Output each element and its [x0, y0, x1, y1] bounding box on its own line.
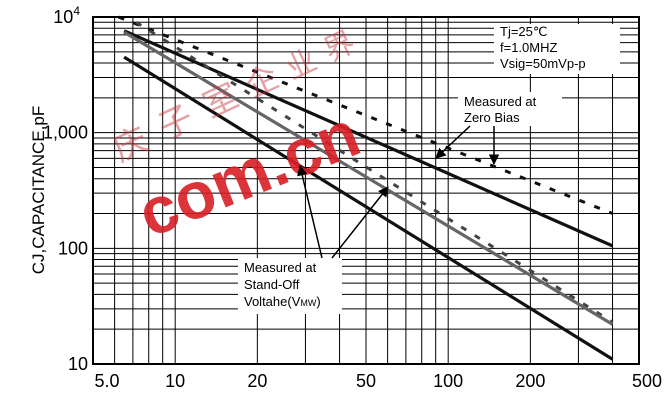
watermark-cn-2: 子 — [152, 98, 200, 149]
standoff-arrow-2 — [331, 186, 389, 259]
plot-frame — [92, 16, 640, 365]
conditions-box: Tj=25℃ f=1.0MHZ Vsig=50mVp-p — [494, 24, 620, 74]
x-tick-label-1: 10 — [165, 371, 185, 391]
x-tick-label-2: 20 — [247, 371, 267, 391]
standoff-line-2: Stand-Off — [244, 277, 300, 292]
x-tick-label-3: 50 — [356, 371, 376, 391]
zero-bias-line-1: Measured at — [464, 94, 537, 109]
series-line-2 — [135, 21, 614, 324]
series-line-4 — [123, 55, 614, 361]
standoff-line-3: Voltahe(VMW) — [244, 294, 321, 309]
y-tick-label-1: 1,000 — [43, 123, 88, 143]
series-group — [117, 15, 614, 361]
watermark-cn-3: 室 — [197, 76, 245, 127]
condition-vsig: Vsig=50mVp-p — [500, 56, 586, 71]
x-tick-label-6: 500 — [632, 371, 662, 391]
zero-bias-callout: Measured at Zero Bias — [435, 92, 562, 166]
standoff-line-3-main: Voltahe(V — [244, 294, 301, 309]
condition-freq: f=1.0MHZ — [500, 40, 557, 55]
y-tick-label-3: 10 — [68, 354, 88, 374]
standoff-line-3-sub: MW — [300, 298, 316, 308]
standoff-callout: Measured at Stand-Off Voltahe(VMW) — [238, 164, 389, 314]
watermark-cn-5: 业 — [281, 43, 323, 87]
series-line-3 — [123, 30, 614, 326]
x-tick-label-5: 200 — [515, 371, 545, 391]
standoff-line-3-end: ) — [316, 294, 320, 309]
zero-bias-line-2: Zero Bias — [464, 110, 520, 125]
y-tick-label-0: 104 — [53, 4, 80, 27]
x-tick-label-4: 100 — [433, 371, 463, 391]
x-tick-label-0: 5.0 — [94, 371, 119, 391]
y-tick-label-2: 100 — [58, 238, 88, 258]
watermark-cn-1: 庆 — [107, 120, 155, 171]
zero-bias-arrow-1 — [435, 125, 471, 159]
y-tick-exponent: 4 — [73, 4, 80, 18]
standoff-line-1: Measured at — [244, 260, 317, 275]
axis-ticks: 5.0 10 20 50 100 200 500 104 1,000 100 10 — [43, 4, 662, 391]
y-axis-label: CJ,CAPACITANCE,pF — [29, 106, 48, 274]
condition-temp: Tj=25℃ — [500, 24, 547, 39]
standoff-arrow-1 — [297, 164, 323, 259]
